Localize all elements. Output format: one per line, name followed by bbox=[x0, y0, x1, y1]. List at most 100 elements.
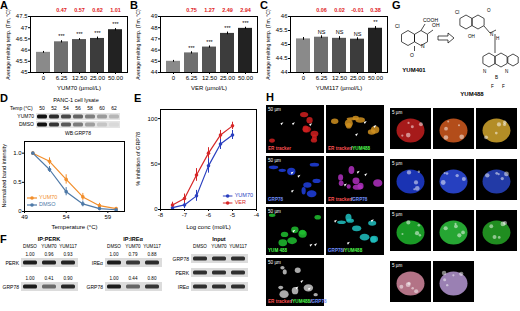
svg-text:GRP78: GRP78 bbox=[173, 256, 190, 262]
svg-text:DMSO: DMSO bbox=[107, 244, 121, 249]
svg-text:50.00: 50.00 bbox=[238, 75, 254, 81]
svg-text:49: 49 bbox=[21, 214, 28, 220]
svg-text:***: *** bbox=[188, 45, 195, 51]
svg-text:45: 45 bbox=[281, 41, 288, 47]
svg-text:Input: Input bbox=[212, 236, 226, 242]
svg-text:PERK: PERK bbox=[175, 270, 189, 276]
svg-text:ER tracker/YUM488: ER tracker/YUM488 bbox=[328, 146, 371, 151]
svg-text:0.96: 0.96 bbox=[45, 252, 54, 257]
svg-text:0.57: 0.57 bbox=[74, 7, 85, 13]
svg-text:25.00: 25.00 bbox=[220, 75, 236, 81]
svg-text:0: 0 bbox=[172, 75, 176, 81]
svg-text:IP:IREα: IP:IREα bbox=[123, 236, 143, 242]
svg-text:***: *** bbox=[224, 25, 231, 31]
svg-text:6.25: 6.25 bbox=[56, 75, 68, 81]
svg-text:GRP78: GRP78 bbox=[268, 197, 284, 202]
svg-text:25.00: 25.00 bbox=[90, 75, 106, 81]
svg-text:50.00: 50.00 bbox=[368, 75, 384, 81]
svg-text:58: 58 bbox=[87, 105, 93, 111]
svg-text:46: 46 bbox=[21, 47, 28, 53]
svg-text:54: 54 bbox=[63, 105, 69, 111]
svg-text:DMSO: DMSO bbox=[193, 244, 207, 249]
svg-text:Temperature (°C): Temperature (°C) bbox=[51, 224, 97, 230]
svg-text:59: 59 bbox=[104, 214, 111, 220]
svg-text:6.25: 6.25 bbox=[186, 75, 198, 81]
svg-text:0.38: 0.38 bbox=[370, 7, 381, 13]
svg-text:Cl: Cl bbox=[395, 23, 400, 29]
svg-text:WB:GRP78: WB:GRP78 bbox=[65, 130, 91, 136]
svg-text:1.0: 1.0 bbox=[13, 150, 22, 156]
svg-text:DMSO: DMSO bbox=[19, 121, 34, 127]
svg-text:25.00: 25.00 bbox=[350, 75, 366, 81]
svg-text:0: 0 bbox=[302, 75, 306, 81]
svg-text:NS: NS bbox=[354, 31, 362, 37]
svg-text:PERK: PERK bbox=[5, 260, 19, 266]
svg-text:Cl: Cl bbox=[455, 10, 459, 15]
svg-text:5 µm: 5 µm bbox=[392, 212, 402, 217]
svg-text:N: N bbox=[505, 69, 508, 74]
svg-text:DMSO: DMSO bbox=[23, 244, 37, 249]
svg-text:1.01: 1.01 bbox=[110, 7, 121, 13]
svg-text:50 µm: 50 µm bbox=[268, 209, 281, 214]
svg-text:PANC-1 cell lysate: PANC-1 cell lysate bbox=[53, 97, 98, 103]
svg-text:YUM117: YUM117 bbox=[143, 244, 161, 249]
svg-text:GRP78: GRP78 bbox=[87, 284, 104, 290]
svg-text:OH: OH bbox=[468, 34, 475, 39]
svg-text:O: O bbox=[410, 52, 414, 58]
svg-text:***: *** bbox=[206, 39, 213, 45]
svg-text:12.50: 12.50 bbox=[202, 75, 218, 81]
svg-text:YUM401: YUM401 bbox=[402, 67, 426, 73]
svg-text:NS: NS bbox=[336, 29, 344, 35]
svg-text:ER tracker: ER tracker bbox=[268, 146, 291, 151]
svg-text:0: 0 bbox=[42, 75, 46, 81]
svg-text:47: 47 bbox=[21, 25, 28, 31]
svg-text:1.00: 1.00 bbox=[26, 276, 35, 281]
svg-text:54: 54 bbox=[63, 214, 70, 220]
svg-text:50: 50 bbox=[151, 161, 158, 167]
svg-text:0.06: 0.06 bbox=[316, 7, 327, 13]
svg-text:0.93: 0.93 bbox=[64, 252, 73, 257]
svg-text:***: *** bbox=[58, 33, 65, 39]
svg-text:NS: NS bbox=[318, 29, 326, 35]
svg-text:62: 62 bbox=[111, 105, 117, 111]
svg-text:F: F bbox=[502, 84, 505, 89]
svg-text:YUM70 (µmol/L): YUM70 (µmol/L) bbox=[57, 85, 101, 91]
svg-text:5 µm: 5 µm bbox=[392, 263, 402, 268]
svg-text:45: 45 bbox=[21, 69, 28, 75]
svg-text:5 µm: 5 µm bbox=[392, 110, 402, 115]
svg-text:YUM70: YUM70 bbox=[17, 113, 34, 119]
svg-text:49: 49 bbox=[151, 13, 158, 19]
svg-text:0.5: 0.5 bbox=[13, 179, 22, 185]
svg-text:YUM488: YUM488 bbox=[460, 91, 484, 97]
svg-text:12.50: 12.50 bbox=[332, 75, 348, 81]
svg-text:48: 48 bbox=[151, 25, 158, 31]
svg-text:45.5: 45.5 bbox=[276, 27, 288, 33]
svg-text:0.41: 0.41 bbox=[45, 276, 54, 281]
svg-text:IREα: IREα bbox=[92, 260, 103, 266]
svg-text:YUM70: YUM70 bbox=[41, 244, 57, 249]
svg-text:***: *** bbox=[94, 30, 101, 36]
svg-text:***: *** bbox=[242, 20, 249, 26]
svg-text:0.47: 0.47 bbox=[56, 7, 67, 13]
svg-text:0.02: 0.02 bbox=[334, 7, 345, 13]
svg-text:IP:PERK: IP:PERK bbox=[38, 236, 60, 242]
svg-text:44: 44 bbox=[151, 69, 158, 75]
svg-text:YUM70: YUM70 bbox=[211, 244, 227, 249]
svg-text:46.5: 46.5 bbox=[16, 36, 28, 42]
svg-text:1.27: 1.27 bbox=[204, 7, 215, 13]
svg-text:56: 56 bbox=[75, 105, 81, 111]
svg-text:-5: -5 bbox=[230, 212, 236, 218]
svg-text:12.50: 12.50 bbox=[72, 75, 88, 81]
svg-text:50.00: 50.00 bbox=[108, 75, 124, 81]
svg-text:0.75: 0.75 bbox=[186, 7, 197, 13]
svg-text:44.5: 44.5 bbox=[276, 55, 288, 61]
svg-text:1.00: 1.00 bbox=[110, 252, 119, 257]
svg-text:ER tracker/GRP78: ER tracker/GRP78 bbox=[328, 197, 368, 202]
svg-text:F: F bbox=[491, 84, 494, 89]
svg-text:47.5: 47.5 bbox=[16, 13, 28, 19]
svg-text:GRP78/YUM488: GRP78/YUM488 bbox=[328, 248, 363, 253]
svg-text:OH: OH bbox=[432, 22, 440, 28]
svg-text:H: H bbox=[496, 36, 499, 41]
svg-text:0.79: 0.79 bbox=[129, 252, 138, 257]
svg-text:GRP78: GRP78 bbox=[3, 284, 20, 290]
